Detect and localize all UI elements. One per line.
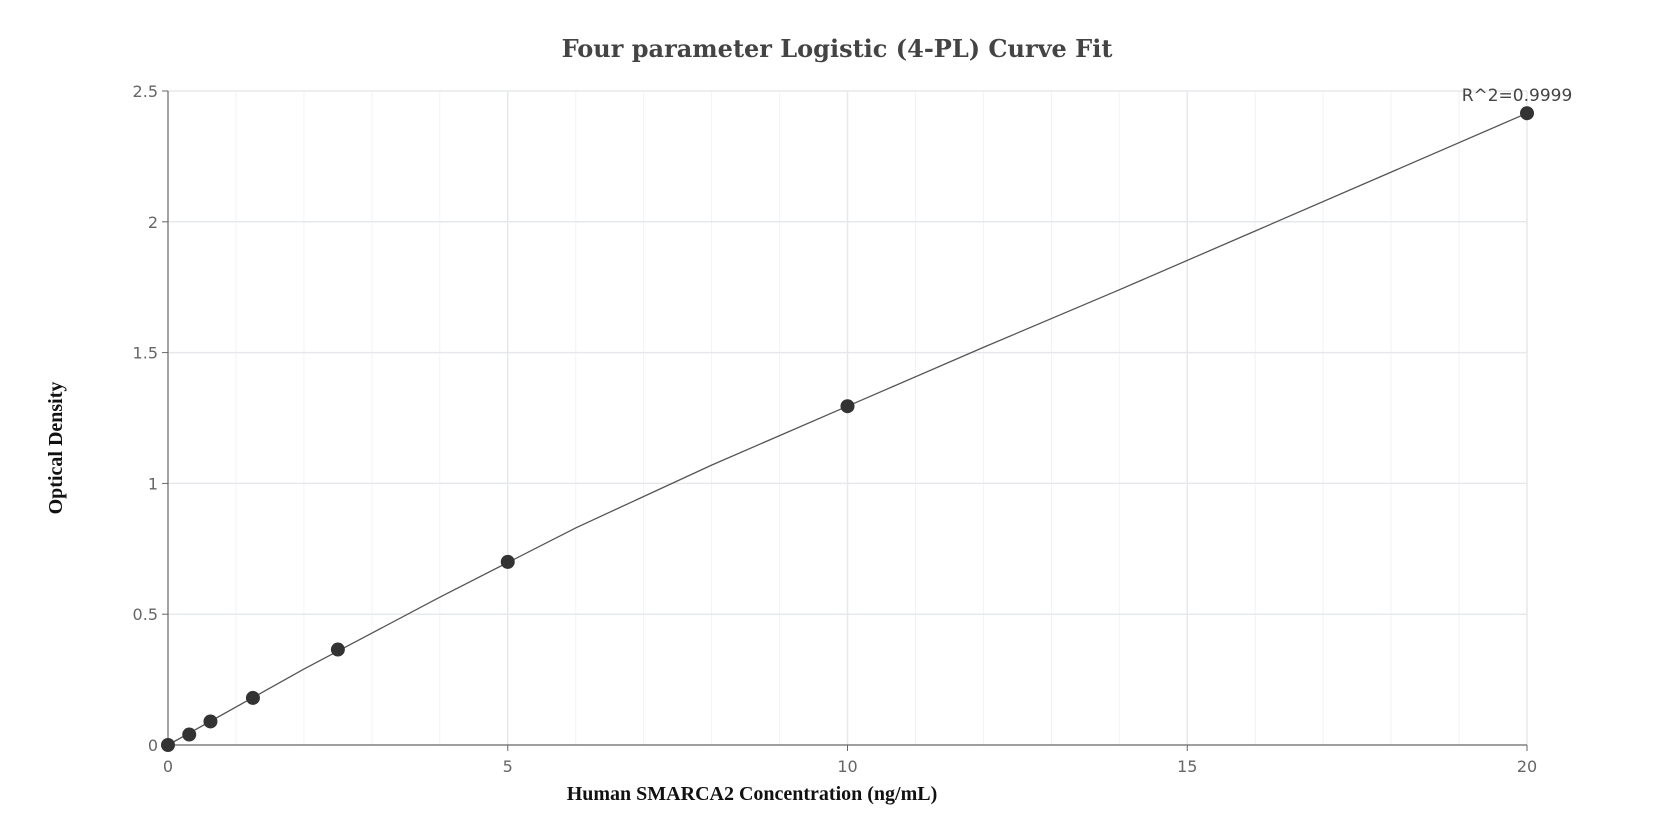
y-axis-title: Optical Density [45,382,67,515]
data-point [161,738,175,752]
annotations: R^2=0.9999 [1462,86,1573,106]
y-axis-ticks: 0 0.5 1 1.5 2 2.5 [133,82,168,755]
y-tick-label: 1.5 [133,344,158,363]
y-tick-label: 0.5 [133,605,158,624]
x-axis-title: Human SMARCA2 Concentration (ng/mL) [567,783,938,805]
x-tick-label: 15 [1177,757,1197,776]
y-tick-label: 1 [148,474,158,493]
y-tick-label: 2 [148,213,158,232]
data-point [203,714,218,729]
data-point [245,690,260,705]
data-point [1520,106,1534,121]
x-tick-label: 20 [1517,757,1537,776]
data-point [500,554,515,569]
data-point [330,642,345,657]
x-tick-label: 0 [163,757,173,776]
data-point [840,399,855,414]
chart-title: Four parameter Logistic (4-PL) Curve Fit [562,34,1113,63]
data-points [161,106,1534,752]
x-tick-label: 10 [837,757,857,776]
data-point [182,727,197,742]
y-tick-label: 0 [148,736,158,755]
grid [168,90,1528,745]
r-squared-annotation: R^2=0.9999 [1462,86,1573,106]
y-tick-label: 2.5 [133,82,158,101]
x-axis-ticks: 0 5 10 15 20 [163,745,1537,776]
x-tick-label: 5 [503,757,513,776]
